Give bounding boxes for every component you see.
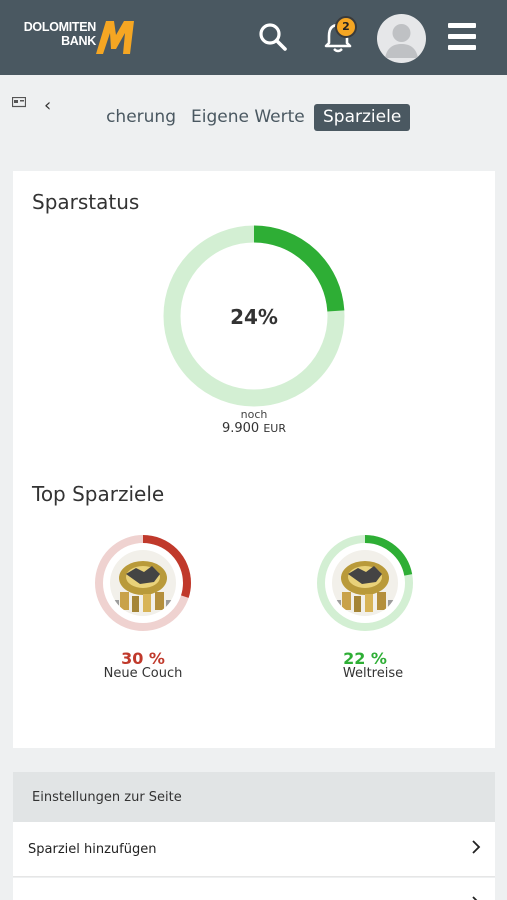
settings-header: Einstellungen zur Seite bbox=[13, 772, 495, 822]
chevron-right-icon bbox=[472, 896, 478, 900]
sparstatus-donut bbox=[163, 225, 345, 407]
avatar[interactable] bbox=[377, 14, 426, 63]
tab-sparziele[interactable]: Sparziele bbox=[314, 104, 411, 131]
goal-image bbox=[110, 550, 176, 616]
chevron-right-icon bbox=[472, 840, 481, 854]
goal-name: Weltreise bbox=[342, 666, 404, 681]
notification-badge: 2 bbox=[335, 16, 357, 38]
goal-percent: 22 % bbox=[343, 649, 387, 668]
settings-header-label: Einstellungen zur Seite bbox=[32, 790, 182, 805]
logo-line1: DOLOMITEN bbox=[23, 20, 97, 34]
remaining-amount: 9.900 EUR bbox=[221, 421, 286, 436]
menu-icon[interactable] bbox=[448, 23, 478, 53]
remaining-caption: noch bbox=[240, 408, 268, 421]
avatar-icon bbox=[385, 24, 418, 58]
goal-percent: 30 % bbox=[121, 649, 165, 668]
donut-progress bbox=[163, 225, 345, 407]
sparziele-card: Sparstatus 24% noch 9.900 EUR Top Sparzi… bbox=[13, 171, 495, 748]
goal-ring bbox=[95, 535, 191, 631]
goal-name: Neue Couch bbox=[103, 666, 183, 681]
tab-versicherung[interactable]: cherung bbox=[106, 107, 176, 127]
sparstatus-percent: 24% bbox=[230, 305, 278, 329]
add-goal-row[interactable]: Sparziel hinzufügen bbox=[13, 822, 495, 877]
logo-m-mark bbox=[96, 21, 134, 54]
add-goal-label: Sparziel hinzufügen bbox=[28, 842, 157, 857]
top-sparziele-title: Top Sparziele bbox=[32, 482, 165, 506]
card-icon[interactable] bbox=[12, 97, 26, 109]
sparstatus-title: Sparstatus bbox=[32, 190, 140, 214]
tab-eigene-werte[interactable]: Eigene Werte bbox=[191, 107, 305, 127]
tab-bar: ‹ cherung Eigene Werte Sparziele bbox=[0, 90, 507, 140]
search-icon[interactable] bbox=[256, 17, 290, 57]
goal-ring bbox=[317, 535, 413, 631]
settings-row[interactable] bbox=[13, 878, 495, 900]
goal-image bbox=[332, 550, 398, 616]
logo-line2: BANK bbox=[61, 34, 96, 48]
chevron-left-icon[interactable]: ‹ bbox=[44, 95, 52, 116]
app-header: DOLOMITEN BANK 2 bbox=[0, 0, 507, 75]
